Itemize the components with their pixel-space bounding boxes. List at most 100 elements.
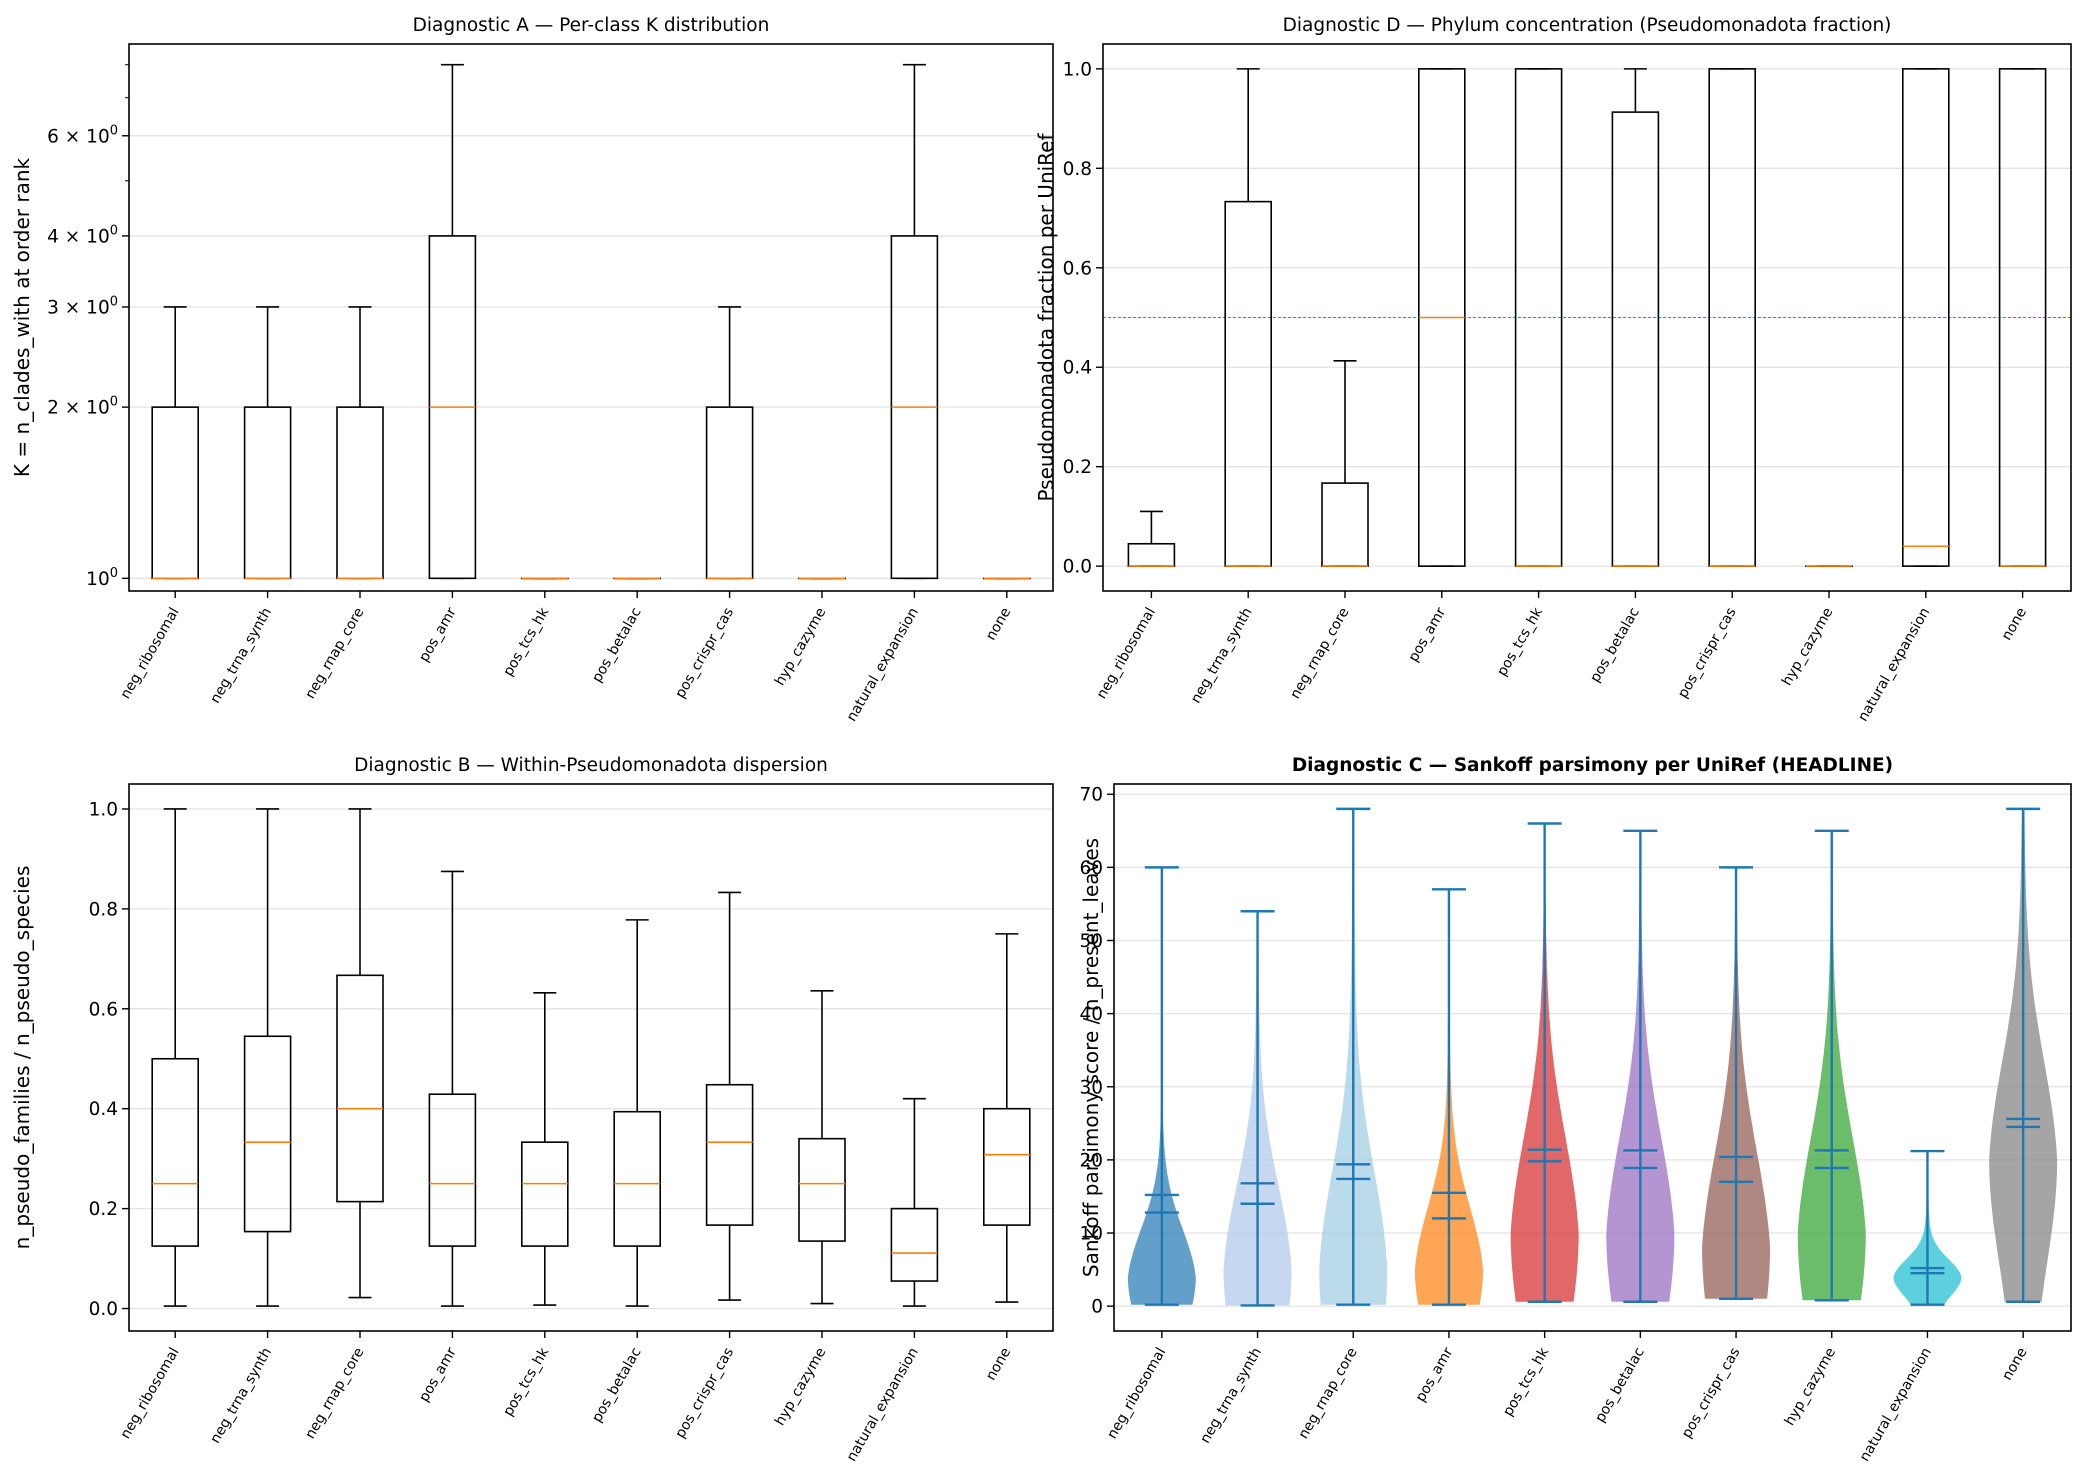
category-label: neg_ribosomal xyxy=(118,1345,183,1442)
y-tick-label: 0.2 xyxy=(89,1199,118,1220)
box-neg_trna_synth xyxy=(243,808,292,1307)
axes-frame xyxy=(1102,43,2072,592)
category-label: hyp_cazyme xyxy=(772,605,829,689)
y-tick-label: 3 × 100 xyxy=(47,294,118,318)
box-pos_betalac xyxy=(613,919,662,1307)
box-body xyxy=(151,1057,199,1247)
box-none xyxy=(982,933,1031,1303)
category-label: natural_expansion xyxy=(844,1345,922,1464)
y-tick-label: 50 xyxy=(1079,931,1103,952)
y-axis-label: Sankoff parsimony score / n_present_leav… xyxy=(1079,838,1103,1277)
y-tick-label: 2 × 100 xyxy=(47,395,118,419)
y-tick-label: 40 xyxy=(1079,1004,1103,1025)
box-body xyxy=(243,1035,292,1233)
violin-neg_ribosomal xyxy=(1127,866,1196,1306)
y-tick-label: 0.6 xyxy=(1063,258,1092,279)
y-tick-label: 0.0 xyxy=(1063,557,1092,578)
category-label: neg_trna_synth xyxy=(207,1345,275,1446)
category-label: pos_betalac xyxy=(589,605,645,685)
box-hyp_cazyme xyxy=(798,990,846,1305)
box-body xyxy=(520,1141,569,1247)
violin-pos_amr xyxy=(1415,888,1483,1306)
y-tick-label: 0 xyxy=(1091,1297,1103,1318)
box-body xyxy=(798,1137,846,1242)
box-natural_expansion xyxy=(890,1097,939,1307)
category-label: pos_tcs_hk xyxy=(500,604,552,679)
panel-title: Diagnostic B — Within-Pseudomonadota dis… xyxy=(354,755,828,776)
category-label: neg_ribosomal xyxy=(118,605,183,702)
category-label: hyp_cazyme xyxy=(1782,1345,1839,1429)
box-body xyxy=(1611,111,1660,567)
box-none xyxy=(1998,68,2047,567)
y-tick-label: 20 xyxy=(1079,1150,1103,1171)
box-neg_ribosomal xyxy=(1127,510,1176,567)
panel-c: 0 10 20 30 40 50 60 70 neg_ribosomal neg_trna_syn… xyxy=(1079,755,2072,1464)
box-body xyxy=(705,1083,754,1226)
box-body xyxy=(705,406,754,580)
category-label: neg_rnap_core xyxy=(302,1345,367,1442)
box-pos_crispr_cas xyxy=(1708,68,1756,567)
category-label: neg_trna_synth xyxy=(1197,1345,1265,1446)
category-label: pos_betalac xyxy=(1592,1345,1648,1425)
category-label: neg_rnap_core xyxy=(1296,1345,1361,1442)
category-label: hyp_cazyme xyxy=(772,1345,829,1429)
y-tick-label: 10 xyxy=(1079,1224,1103,1245)
violin-pos_betalac xyxy=(1606,829,1675,1303)
y-tick-label: 1.0 xyxy=(1063,59,1092,80)
category-label: pos_amr xyxy=(1406,605,1450,665)
y-tick-label: 0.8 xyxy=(89,899,118,920)
category-label: pos_betalac xyxy=(589,1345,645,1425)
box-pos_amr xyxy=(1418,68,1466,567)
category-label: none xyxy=(983,605,1014,643)
box-body xyxy=(613,1110,662,1247)
category-label: natural_expansion xyxy=(1855,605,1933,724)
box-neg_trna_synth xyxy=(1224,68,1272,567)
box-pos_crispr_cas xyxy=(705,891,754,1301)
category-label: pos_crispr_cas xyxy=(672,1345,737,1441)
box-body xyxy=(336,406,384,580)
panel-title: Diagnostic D — Phylum concentration (Pse… xyxy=(1283,15,1892,36)
box-pos_crispr_cas xyxy=(705,306,754,580)
box-body xyxy=(1224,200,1272,567)
category-label: neg_trna_synth xyxy=(1188,605,1256,706)
violin-pos_tcs_hk xyxy=(1510,822,1579,1303)
box-neg_ribosomal xyxy=(151,808,199,1307)
box-body xyxy=(428,1093,477,1247)
category-label: natural_expansion xyxy=(844,605,922,724)
box-neg_rnap_core xyxy=(1321,359,1369,567)
violin-hyp_cazyme xyxy=(1797,829,1866,1302)
box-pos_betalac xyxy=(1611,68,1660,567)
box-pos_tcs_hk xyxy=(520,992,569,1306)
panel-a: 100 2 × 100 3 × 100 4 × 100 6 × 100 neg_ribos… xyxy=(10,15,1054,724)
category-label: pos_tcs_hk xyxy=(1494,604,1546,679)
box-natural_expansion xyxy=(890,63,939,580)
y-tick-label: 6 × 100 xyxy=(47,123,118,147)
category-label: hyp_cazyme xyxy=(1779,605,1836,689)
axes-frame xyxy=(128,43,1054,592)
violin-neg_trna_synth xyxy=(1223,910,1292,1307)
box-body xyxy=(151,406,199,580)
y-tick-label: 100 xyxy=(86,566,118,590)
panel-title: Diagnostic C — Sankoff parsimony per Uni… xyxy=(1292,755,1893,776)
y-tick-label: 1.0 xyxy=(89,799,118,820)
y-tick-label: 0.6 xyxy=(89,999,118,1020)
y-tick-label: 30 xyxy=(1079,1077,1103,1098)
axes-frame xyxy=(1113,783,2072,1332)
box-neg_rnap_core xyxy=(336,808,384,1299)
violin-natural_expansion xyxy=(1893,1149,1962,1306)
category-label: pos_tcs_hk xyxy=(500,1344,552,1419)
category-label: neg_trna_synth xyxy=(207,605,275,706)
box-body xyxy=(1902,68,1950,567)
box-neg_trna_synth xyxy=(243,306,292,580)
category-label: none xyxy=(1999,1345,2030,1383)
category-label: pos_amr xyxy=(416,1345,460,1405)
box-neg_rnap_core xyxy=(336,306,384,580)
y-axis-label: K = n_clades_with at order rank xyxy=(10,158,34,478)
y-tick-label: 4 × 100 xyxy=(47,223,118,247)
category-label: pos_crispr_cas xyxy=(1675,605,1740,701)
violin-pos_crispr_cas xyxy=(1702,866,1771,1301)
category-label: neg_rnap_core xyxy=(302,605,367,702)
category-label: pos_amr xyxy=(416,605,460,665)
box-body xyxy=(1127,542,1176,567)
